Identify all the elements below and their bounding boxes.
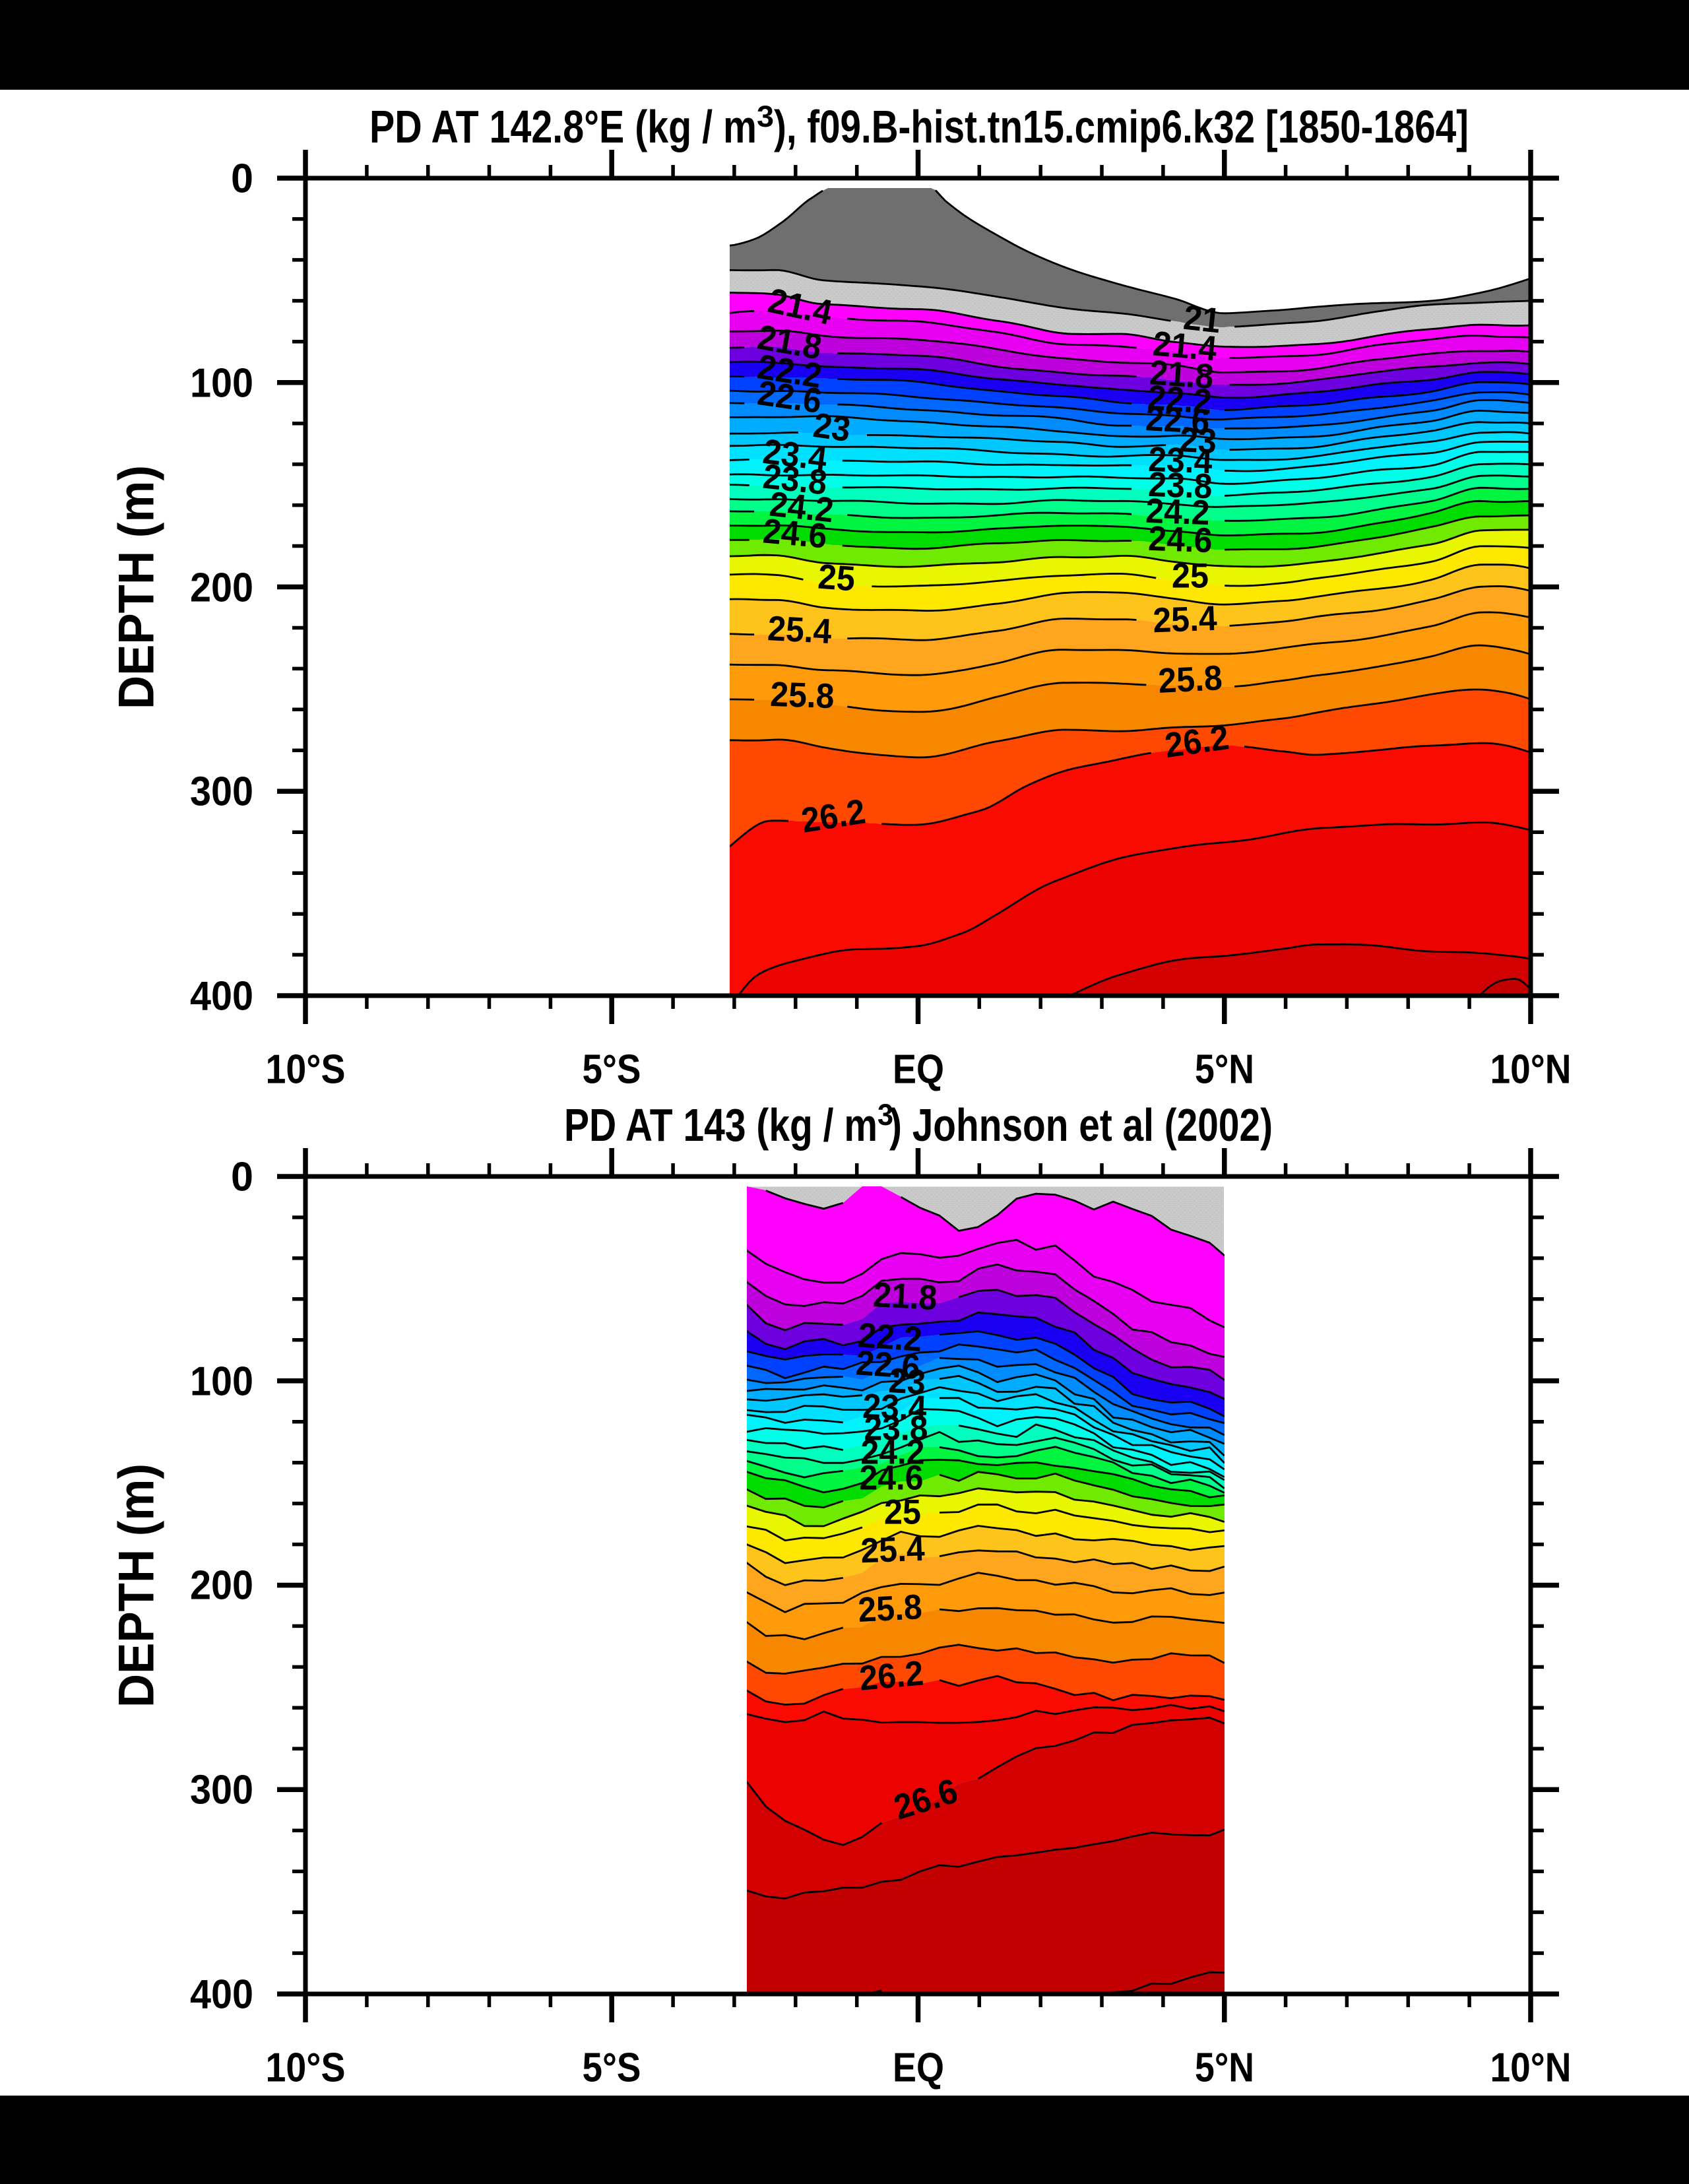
svg-text:5°N: 5°N — [1195, 1047, 1254, 1093]
svg-text:300: 300 — [190, 1768, 253, 1813]
svg-text:24.6: 24.6 — [761, 511, 829, 556]
svg-text:23.4: 23.4 — [761, 432, 829, 478]
svg-text:3: 3 — [757, 100, 774, 133]
svg-text:EQ: EQ — [893, 2045, 944, 2091]
svg-text:23.4: 23.4 — [862, 1387, 927, 1428]
svg-text:24.6: 24.6 — [1147, 519, 1213, 560]
svg-text:22.2: 22.2 — [856, 1316, 923, 1359]
svg-text:300: 300 — [190, 769, 253, 815]
svg-text:23: 23 — [887, 1361, 926, 1402]
svg-text:), f09.B-hist.tn15.cmip6.k32 [: ), f09.B-hist.tn15.cmip6.k32 [1850-1864] — [774, 101, 1469, 152]
svg-text:22.6: 22.6 — [1145, 399, 1211, 441]
svg-text:5°S: 5°S — [583, 2045, 641, 2091]
svg-text:PD AT 142.8°E (kg / m: PD AT 142.8°E (kg / m — [369, 101, 757, 152]
svg-text:10°N: 10°N — [1490, 1047, 1572, 1093]
svg-text:23: 23 — [1178, 420, 1217, 461]
svg-text:25.4: 25.4 — [860, 1529, 926, 1570]
svg-text:100: 100 — [190, 1359, 253, 1405]
svg-text:PD AT 143 (kg / m: PD AT 143 (kg / m — [564, 1099, 877, 1151]
svg-text:0: 0 — [231, 1155, 253, 1200]
svg-text:EQ: EQ — [893, 1047, 944, 1093]
svg-text:400: 400 — [190, 1972, 253, 2018]
svg-text:25: 25 — [884, 1493, 921, 1532]
svg-text:23.8: 23.8 — [761, 457, 829, 503]
svg-text:21.4: 21.4 — [1151, 324, 1219, 368]
svg-text:100: 100 — [190, 361, 253, 406]
svg-text:25.8: 25.8 — [857, 1588, 923, 1630]
svg-text:25.8: 25.8 — [769, 675, 835, 716]
svg-text:21.8: 21.8 — [1148, 353, 1215, 397]
svg-text:24.2: 24.2 — [861, 1433, 925, 1472]
svg-text:22.2: 22.2 — [1146, 378, 1213, 422]
svg-text:5°N: 5°N — [1195, 2045, 1254, 2091]
svg-text:200: 200 — [190, 1563, 253, 1609]
svg-text:24.6: 24.6 — [860, 1459, 924, 1498]
svg-text:10°N: 10°N — [1490, 2045, 1572, 2091]
svg-text:DEPTH (m): DEPTH (m) — [109, 465, 165, 709]
svg-text:23.8: 23.8 — [864, 1409, 928, 1448]
svg-text:DEPTH (m): DEPTH (m) — [109, 1463, 165, 1708]
svg-text:21: 21 — [1182, 298, 1223, 341]
svg-text:25.4: 25.4 — [767, 609, 833, 651]
svg-text:25.4: 25.4 — [1153, 599, 1218, 640]
svg-text:) Johnson et al (2002): ) Johnson et al (2002) — [889, 1099, 1273, 1151]
svg-text:24.2: 24.2 — [768, 485, 836, 530]
svg-text:22.6: 22.6 — [755, 373, 824, 421]
svg-text:26.2: 26.2 — [858, 1654, 925, 1698]
svg-text:22.6: 22.6 — [854, 1343, 921, 1387]
svg-text:21.8: 21.8 — [872, 1275, 938, 1318]
svg-text:0: 0 — [231, 156, 253, 202]
svg-text:5°S: 5°S — [583, 1047, 641, 1093]
svg-text:400: 400 — [190, 974, 253, 1019]
svg-text:26.2: 26.2 — [1163, 718, 1231, 765]
svg-text:3: 3 — [877, 1098, 893, 1132]
svg-text:24.2: 24.2 — [1145, 492, 1210, 532]
svg-text:23.8: 23.8 — [1147, 465, 1213, 506]
svg-text:10°S: 10°S — [266, 2045, 346, 2091]
svg-text:10°S: 10°S — [266, 1047, 346, 1093]
svg-text:23: 23 — [811, 406, 853, 449]
svg-text:200: 200 — [190, 565, 253, 611]
svg-text:25: 25 — [817, 558, 856, 599]
svg-text:23.4: 23.4 — [1147, 440, 1213, 481]
svg-text:25.8: 25.8 — [1157, 658, 1223, 701]
svg-text:25: 25 — [1172, 557, 1209, 596]
